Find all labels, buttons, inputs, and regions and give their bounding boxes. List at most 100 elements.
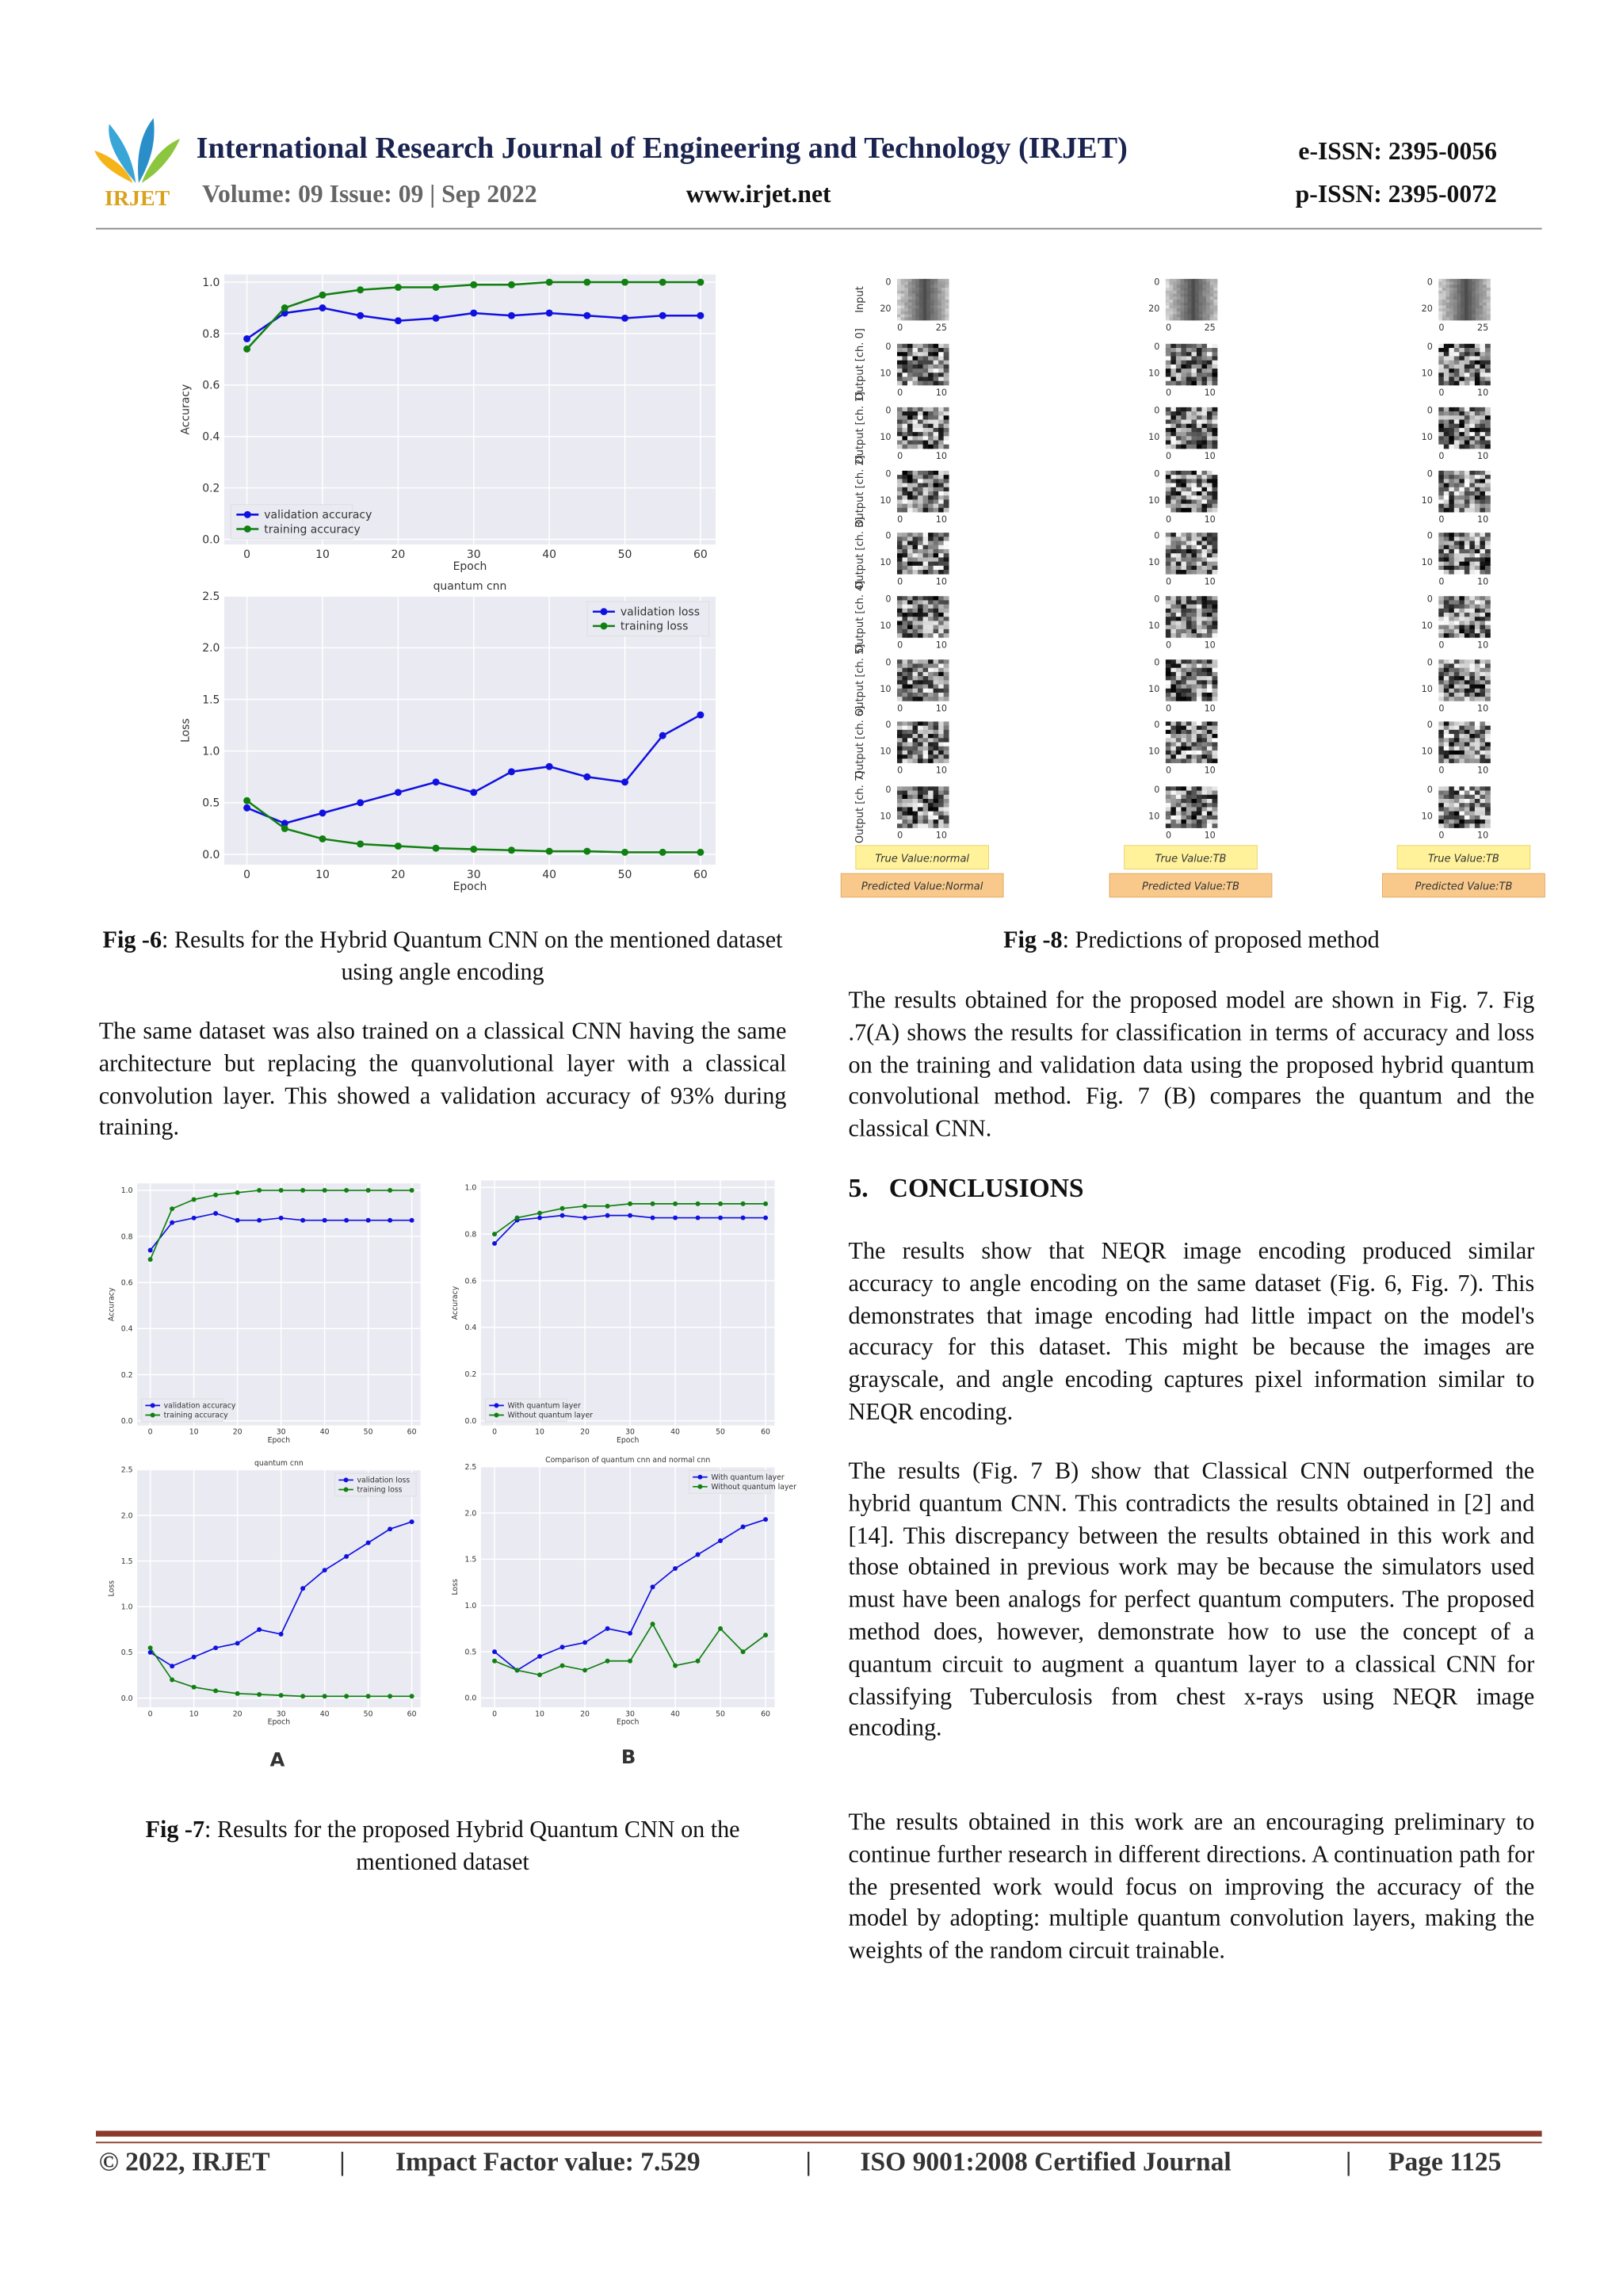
pixel: [1201, 663, 1208, 669]
pixel: [1438, 803, 1445, 808]
pixel: [1175, 596, 1182, 601]
x-tick-label: 0: [1166, 831, 1171, 841]
pixel: [1191, 343, 1197, 349]
pixel: [900, 314, 905, 318]
pixel: [1461, 299, 1465, 304]
pixel: [907, 738, 913, 743]
pixel: [1165, 419, 1171, 425]
pixel: [1474, 548, 1480, 554]
pixel: [1175, 663, 1182, 669]
pixel: [1196, 621, 1202, 626]
y-tick-label: 10: [1148, 811, 1159, 821]
pixel: [1196, 548, 1202, 554]
pixel: [922, 755, 929, 759]
pixel: [1191, 495, 1197, 500]
pixel: [1212, 725, 1218, 731]
pixel: [1453, 440, 1460, 445]
pixel: [1186, 786, 1192, 791]
pixel: [943, 755, 949, 759]
pixel: [1181, 692, 1187, 697]
pixel: [1480, 407, 1486, 412]
pixel: [1486, 293, 1491, 297]
pixel: [1464, 352, 1470, 357]
pixel: [1464, 499, 1470, 504]
pixel: [1443, 807, 1449, 812]
pixel: [1464, 296, 1468, 300]
pixel: [1202, 314, 1207, 318]
pixel: [922, 565, 929, 571]
pixel: [1175, 369, 1182, 373]
pixel: [1459, 548, 1465, 554]
pixel: [1181, 790, 1187, 796]
pixel: [1175, 360, 1182, 365]
pixel: [1170, 786, 1177, 791]
pixel: [1196, 499, 1202, 504]
feature-map: [1165, 533, 1218, 575]
marker: [147, 1257, 153, 1263]
pixel: [1484, 537, 1491, 541]
pixel: [1453, 296, 1457, 300]
pixel: [928, 533, 934, 537]
pixel: [1165, 734, 1171, 739]
pixel: [1469, 491, 1476, 496]
pixel: [1464, 288, 1468, 292]
pixel: [912, 600, 918, 605]
pixel: [1180, 296, 1185, 300]
pixel: [1206, 755, 1212, 759]
pixel: [1184, 293, 1189, 297]
pixel: [907, 561, 913, 567]
pixel: [1206, 314, 1211, 318]
pixel: [907, 604, 913, 609]
marker: [357, 840, 365, 848]
pixel: [1453, 483, 1460, 488]
pixel: [896, 533, 903, 537]
pixel: [1480, 734, 1486, 739]
marker: [213, 1192, 219, 1198]
pixel: [1175, 475, 1182, 479]
pixel: [907, 436, 913, 441]
pixel: [933, 423, 939, 429]
pixel: [1469, 613, 1476, 617]
pixel: [1449, 755, 1455, 759]
feature-map: [1165, 786, 1218, 828]
pixel: [1480, 499, 1486, 504]
pixel: [1175, 407, 1182, 412]
marker: [659, 311, 666, 319]
pixel: [1181, 348, 1187, 353]
pixel: [1191, 544, 1197, 550]
pixel: [907, 369, 913, 373]
pixel: [1165, 491, 1171, 496]
pixel: [943, 688, 949, 693]
pixel: [1175, 625, 1182, 630]
pixel: [943, 470, 949, 476]
pixel: [922, 440, 929, 445]
pixel: [902, 487, 908, 492]
pixel: [1459, 746, 1465, 751]
pixel: [1464, 790, 1470, 796]
pixel: [1212, 625, 1218, 630]
pixel: [1464, 815, 1470, 820]
x-tick-label: 30: [625, 1428, 635, 1437]
pixel: [1212, 680, 1218, 685]
pixel: [928, 419, 934, 425]
pixel: [1212, 444, 1218, 449]
pixel: [1181, 533, 1187, 537]
pixel: [1469, 415, 1476, 420]
pixel: [1206, 491, 1212, 496]
pixel: [938, 483, 945, 488]
pixel: [1181, 557, 1187, 562]
pixel: [1186, 423, 1192, 429]
pixel: [902, 688, 908, 693]
pixel: [1479, 308, 1484, 312]
pixel: [912, 436, 918, 441]
pixel: [943, 491, 949, 496]
pixel: [1484, 364, 1491, 369]
pixel: [934, 317, 938, 321]
pixel: [938, 600, 945, 605]
pixel: [1201, 628, 1208, 634]
x-tick-label: 0: [492, 1428, 497, 1437]
y-tick-label: 0: [1154, 468, 1159, 479]
pixel: [938, 411, 945, 416]
pixel: [1464, 411, 1470, 416]
pixel: [1175, 628, 1182, 634]
